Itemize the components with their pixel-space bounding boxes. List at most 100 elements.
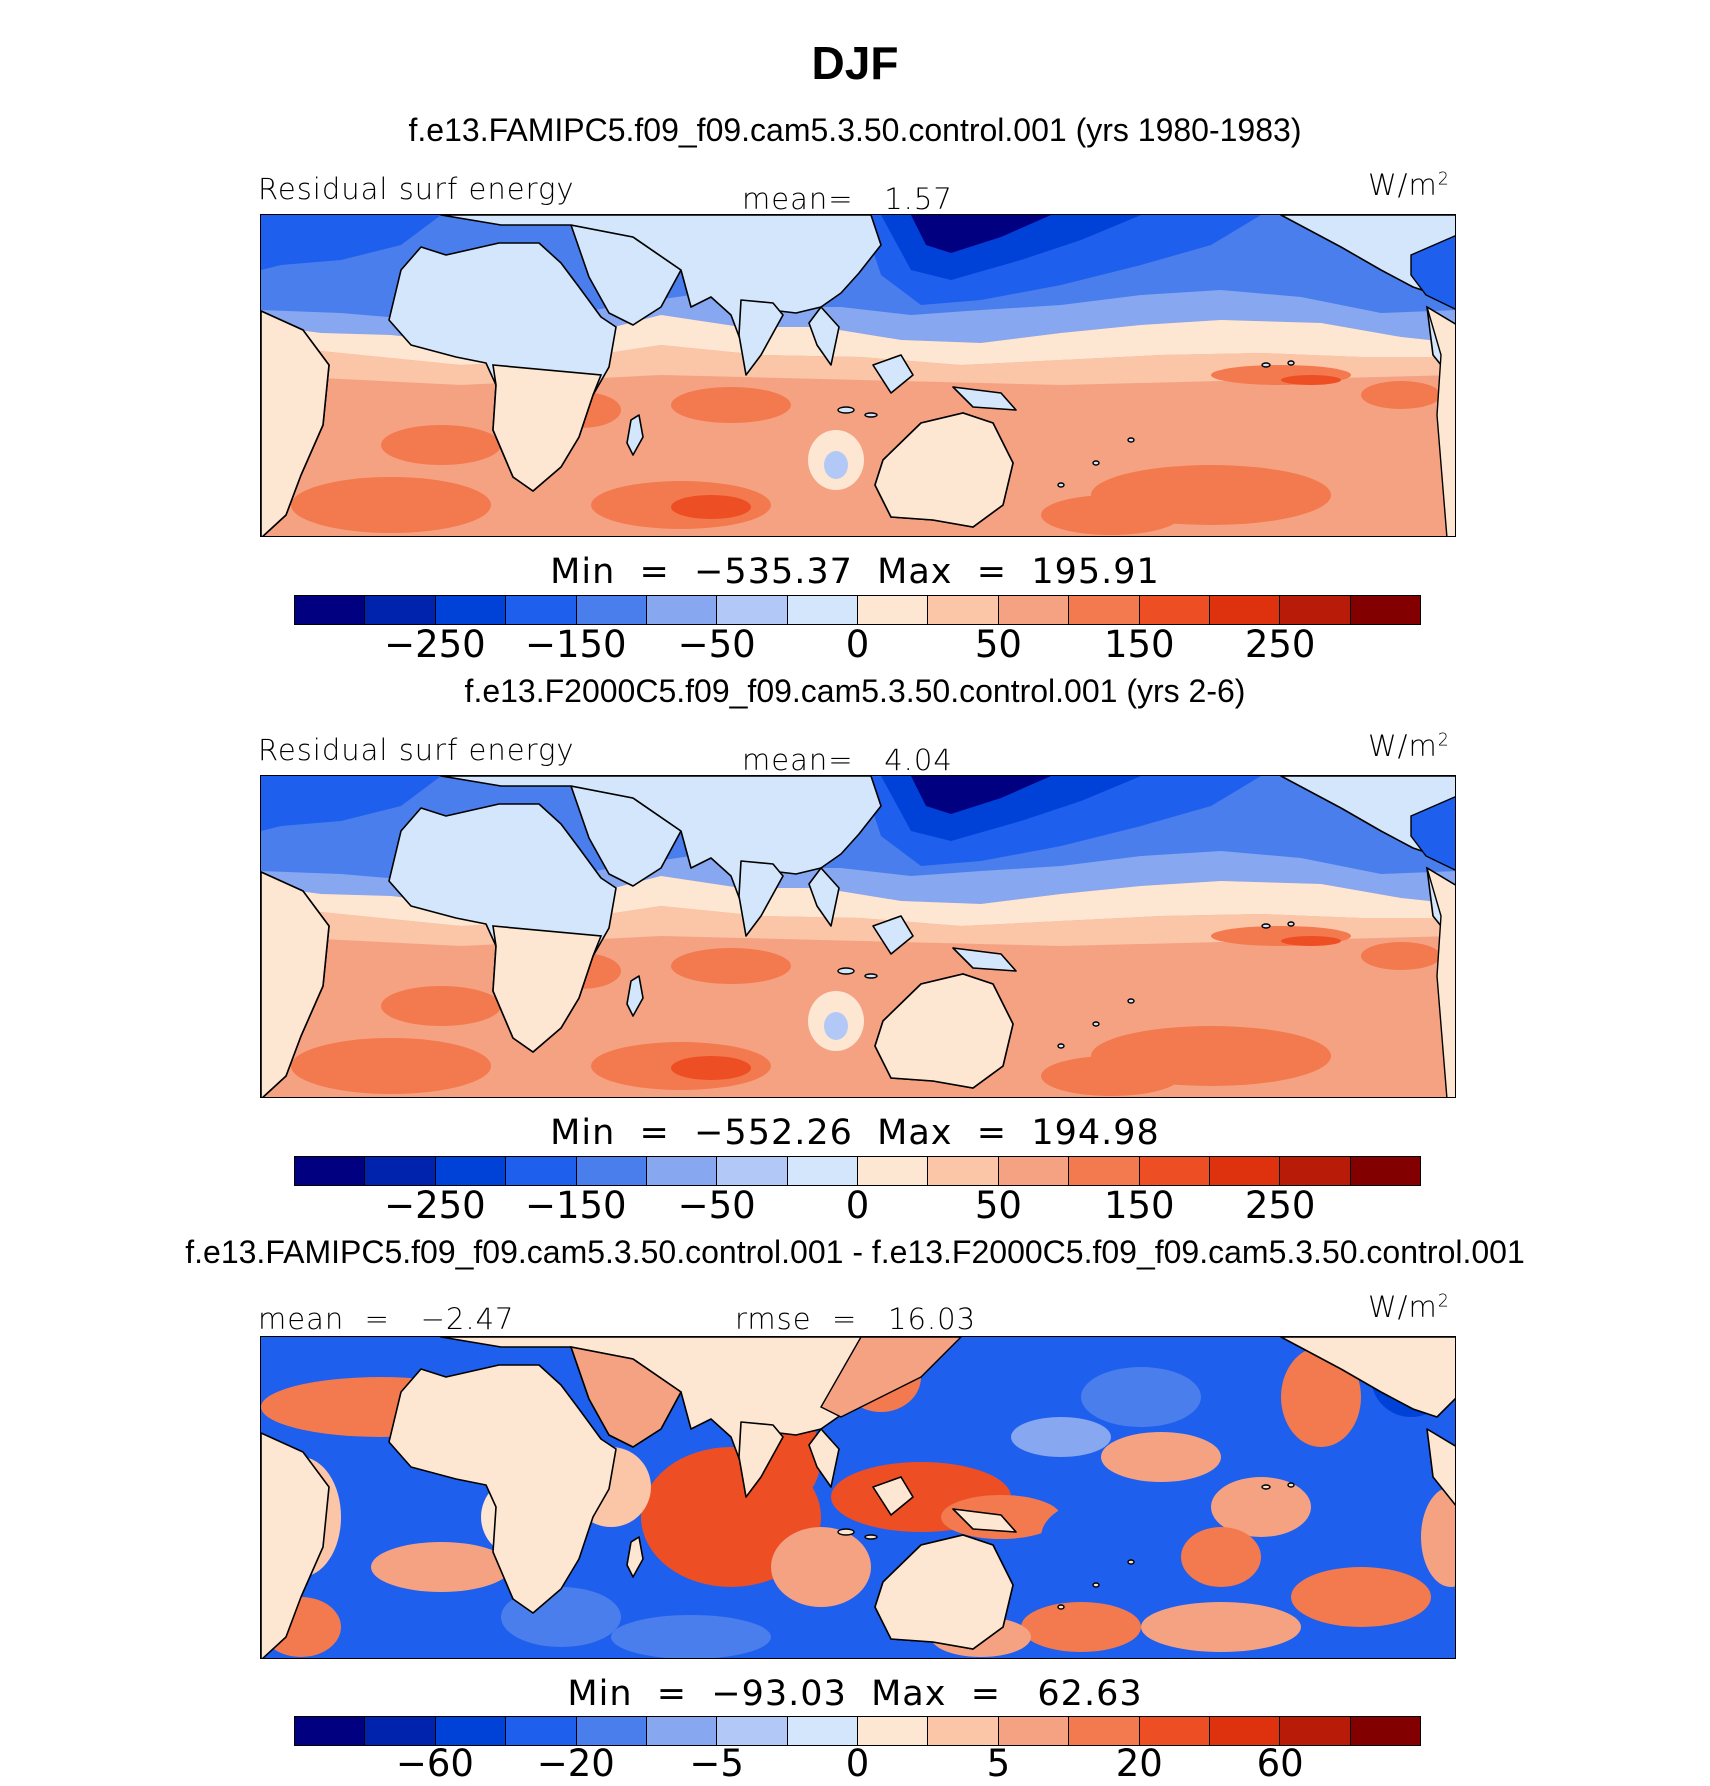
colorbar-tick-label: −60 (395, 1742, 474, 1785)
landmass-newguinea (952, 386, 1017, 411)
panel-1-min-max: Min = −535.37 Max = 195.91 (550, 552, 1160, 592)
colorbar-tick-label: 50 (974, 1184, 1022, 1227)
landmass-newguinea (952, 947, 1017, 972)
colorbar-tick-label: −50 (677, 623, 756, 666)
colorbar-cell (435, 1717, 507, 1745)
colorbar-cell (1280, 1157, 1351, 1185)
colorbar-cell (998, 1157, 1070, 1185)
contour-patch (671, 948, 791, 984)
panel-3-units: W/m2 (1368, 1290, 1450, 1324)
island (837, 406, 855, 414)
landmass-madagascar (626, 1536, 644, 1578)
contour-patch (371, 1542, 511, 1592)
colorbar-cell (858, 1157, 929, 1185)
colorbar-cell (365, 596, 436, 624)
panel-2-units: W/m2 (1368, 729, 1450, 763)
colorbar-cell (717, 1157, 788, 1185)
contour-patch (771, 1527, 871, 1607)
colorbar-cell (365, 1717, 436, 1745)
colorbar-cell (1209, 596, 1281, 624)
island (864, 1534, 878, 1540)
landmass-samerica-fill (261, 310, 330, 536)
landmass-namerica (1280, 1337, 1455, 1418)
contour-patch (824, 1012, 848, 1040)
contour-patch (1041, 1056, 1181, 1096)
colorbar-cell (576, 1157, 647, 1185)
contour-patch (1021, 1602, 1141, 1652)
colorbar-tick-label: −150 (524, 1184, 627, 1227)
contour-patch (671, 1056, 751, 1080)
island (1057, 482, 1065, 488)
caribbean-region (1410, 235, 1455, 310)
landmass-india (738, 1421, 784, 1498)
island (1057, 1604, 1065, 1610)
colorbar-cell (1350, 1157, 1420, 1185)
colorbar-tick-label: −20 (536, 1742, 615, 1785)
colorbar-cell (506, 1717, 577, 1745)
panel-3-mean-label: mean = −2.47 (258, 1302, 515, 1336)
contour-patch (1281, 936, 1341, 946)
panel-1-units-base: W/m (1368, 168, 1438, 202)
landmass-borneo (872, 1476, 914, 1516)
colorbar-tick-label: 20 (1115, 1742, 1163, 1785)
contour-patch (1291, 1567, 1431, 1627)
colorbar-cell (506, 596, 577, 624)
contour-patch (671, 495, 751, 519)
landmass-camerica (1426, 1428, 1455, 1506)
landmass-s-africa (492, 364, 603, 493)
colorbar-cell (435, 596, 507, 624)
colorbar-cell (1280, 1717, 1351, 1745)
landmass-borneo (872, 915, 914, 955)
colorbar-cell (928, 1157, 999, 1185)
contour-patch (1011, 1417, 1111, 1457)
landmass-s-africa (492, 925, 603, 1054)
island (837, 967, 855, 975)
island (1092, 1582, 1100, 1588)
contour-patch (1041, 1497, 1181, 1577)
contour-patch (1181, 1527, 1261, 1587)
panel-3-colorbar (294, 1716, 1421, 1746)
colorbar-cell (1350, 1717, 1420, 1745)
panel-2-colorbar (294, 1156, 1421, 1186)
colorbar-tick-label: 250 (1244, 1184, 1316, 1227)
panel-1-case-title: f.e13.FAMIPC5.f09_f09.cam5.3.50.control.… (408, 112, 1302, 148)
landmass-australia-fill (874, 973, 1014, 1089)
island (1287, 921, 1295, 927)
panel-2-case-title: f.e13.F2000C5.f09_f09.cam5.3.50.control.… (464, 673, 1246, 709)
colorbar-tick-label: 5 (986, 1742, 1011, 1785)
island (1261, 362, 1271, 368)
colorbar-cell (576, 1717, 647, 1745)
panel-1-mean-label: mean= 1.57 (742, 182, 953, 216)
island (1092, 1021, 1100, 1027)
landmass-w-samerica (1425, 305, 1455, 536)
contour-patch (1361, 942, 1441, 970)
contour-patch (291, 477, 491, 533)
island (864, 412, 878, 418)
island (1261, 923, 1271, 929)
island (1057, 1043, 1065, 1049)
colorbar-tick-label: 0 (845, 1742, 870, 1785)
colorbar-tick-label: −250 (384, 623, 486, 666)
landmass-seasia (808, 1428, 840, 1488)
colorbar-cell (295, 1157, 366, 1185)
figure-title: DJF (811, 37, 899, 89)
colorbar-tick-label: 150 (1103, 623, 1175, 666)
island (1127, 1559, 1135, 1565)
panel-3-min-max: Min = −93.03 Max = 62.63 (567, 1674, 1143, 1714)
landmass-seasia (808, 867, 840, 927)
contour-patch (1211, 1477, 1311, 1537)
landmass-india (738, 860, 784, 937)
panel-3-map (260, 1336, 1456, 1659)
panel-3-case-title: f.e13.FAMIPC5.f09_f09.cam5.3.50.control.… (185, 1234, 1525, 1270)
panel-2-map (260, 775, 1456, 1098)
landmass-w-samerica (1425, 866, 1455, 1097)
colorbar-tick-label: −150 (524, 623, 627, 666)
colorbar-cell (435, 1157, 507, 1185)
panel-1-units-exp: 2 (1437, 169, 1450, 190)
landmass-samerica-fill (261, 871, 330, 1097)
panel-1-colorbar (294, 595, 1421, 625)
contour-patch (824, 451, 848, 479)
colorbar-cell (1139, 1157, 1210, 1185)
colorbar-tick-label: −5 (689, 1742, 744, 1785)
panel-3-colorbar-ticks: −60 −20 −5 0 5 20 60 (294, 1742, 1421, 1786)
